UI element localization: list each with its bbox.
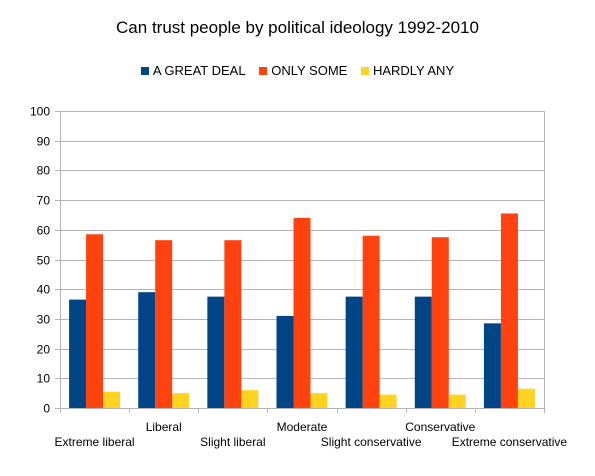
y-tick-label-60: 60 bbox=[37, 224, 51, 238]
bar-a-great-deal-slight-conservative bbox=[345, 296, 363, 408]
y-tick-label-90: 90 bbox=[37, 135, 51, 149]
x-tick-label-extreme-conservative: Extreme conservative bbox=[452, 435, 568, 449]
bar-a-great-deal-conservative bbox=[414, 296, 432, 408]
y-tick-label-20: 20 bbox=[37, 343, 51, 357]
x-tick-label-slight-conservative: Slight conservative bbox=[321, 435, 422, 449]
legend-swatch-great-deal bbox=[140, 67, 149, 75]
bar-hardly-any-extreme-conservative bbox=[517, 388, 535, 408]
bars-layer bbox=[69, 213, 535, 408]
y-tick-label-50: 50 bbox=[37, 254, 51, 268]
bar-a-great-deal-moderate bbox=[276, 315, 294, 408]
y-tick-label-70: 70 bbox=[37, 194, 51, 208]
x-tick-label-extreme-liberal: Extreme liberal bbox=[55, 435, 135, 449]
y-tick-label-0: 0 bbox=[43, 402, 50, 416]
y-tick-label-10: 10 bbox=[37, 372, 51, 386]
bar-a-great-deal-extreme-liberal bbox=[69, 299, 87, 408]
legend-label-great-deal: A GREAT DEAL bbox=[152, 63, 246, 78]
legend-swatch-hardly-any bbox=[360, 67, 369, 75]
bar-hardly-any-extreme-liberal bbox=[103, 391, 121, 408]
x-tick-label-slight-liberal: Slight liberal bbox=[200, 435, 265, 449]
bar-only-some-extreme-conservative bbox=[500, 213, 518, 408]
bar-only-some-moderate bbox=[293, 217, 311, 408]
bar-hardly-any-moderate bbox=[310, 393, 328, 408]
chart-title: Can trust people by political ideology 1… bbox=[116, 18, 479, 37]
y-tick-label-80: 80 bbox=[37, 164, 51, 178]
bar-hardly-any-liberal bbox=[172, 393, 190, 408]
y-tick-label-40: 40 bbox=[37, 283, 51, 297]
x-tick-label-liberal: Liberal bbox=[146, 420, 182, 434]
legend-label-only-some: ONLY SOME bbox=[271, 63, 348, 78]
axis-layer: 0 10 20 30 40 50 60 70 80 90 100 Extreme liberal Lib… bbox=[30, 105, 567, 450]
y-tick-label-100: 100 bbox=[30, 105, 50, 119]
bar-hardly-any-slight-conservative bbox=[379, 394, 397, 408]
legend-item-great-deal: A GREAT DEAL bbox=[140, 63, 246, 78]
bar-a-great-deal-liberal bbox=[138, 292, 156, 408]
x-tick-label-moderate: Moderate bbox=[277, 420, 328, 434]
legend-label-hardly-any: HARDLY ANY bbox=[372, 63, 455, 78]
bar-only-some-conservative bbox=[431, 237, 449, 408]
y-tick-label-30: 30 bbox=[37, 313, 51, 327]
x-tick-label-conservative: Conservative bbox=[405, 420, 475, 434]
bar-hardly-any-conservative bbox=[448, 394, 466, 408]
bar-a-great-deal-extreme-conservative bbox=[483, 323, 501, 408]
bar-only-some-extreme-liberal bbox=[86, 234, 104, 408]
legend-item-hardly-any: HARDLY ANY bbox=[360, 63, 455, 78]
legend: A GREAT DEAL ONLY SOME HARDLY ANY bbox=[0, 63, 595, 78]
bar-only-some-slight-conservative bbox=[362, 235, 380, 408]
legend-swatch-only-some bbox=[259, 67, 268, 75]
plot-area-border bbox=[60, 111, 545, 409]
bar-only-some-slight-liberal bbox=[224, 240, 242, 408]
bar-hardly-any-slight-liberal bbox=[241, 390, 259, 408]
bar-only-some-liberal bbox=[155, 240, 173, 408]
bar-a-great-deal-slight-liberal bbox=[207, 296, 225, 408]
legend-item-only-some: ONLY SOME bbox=[259, 63, 347, 78]
